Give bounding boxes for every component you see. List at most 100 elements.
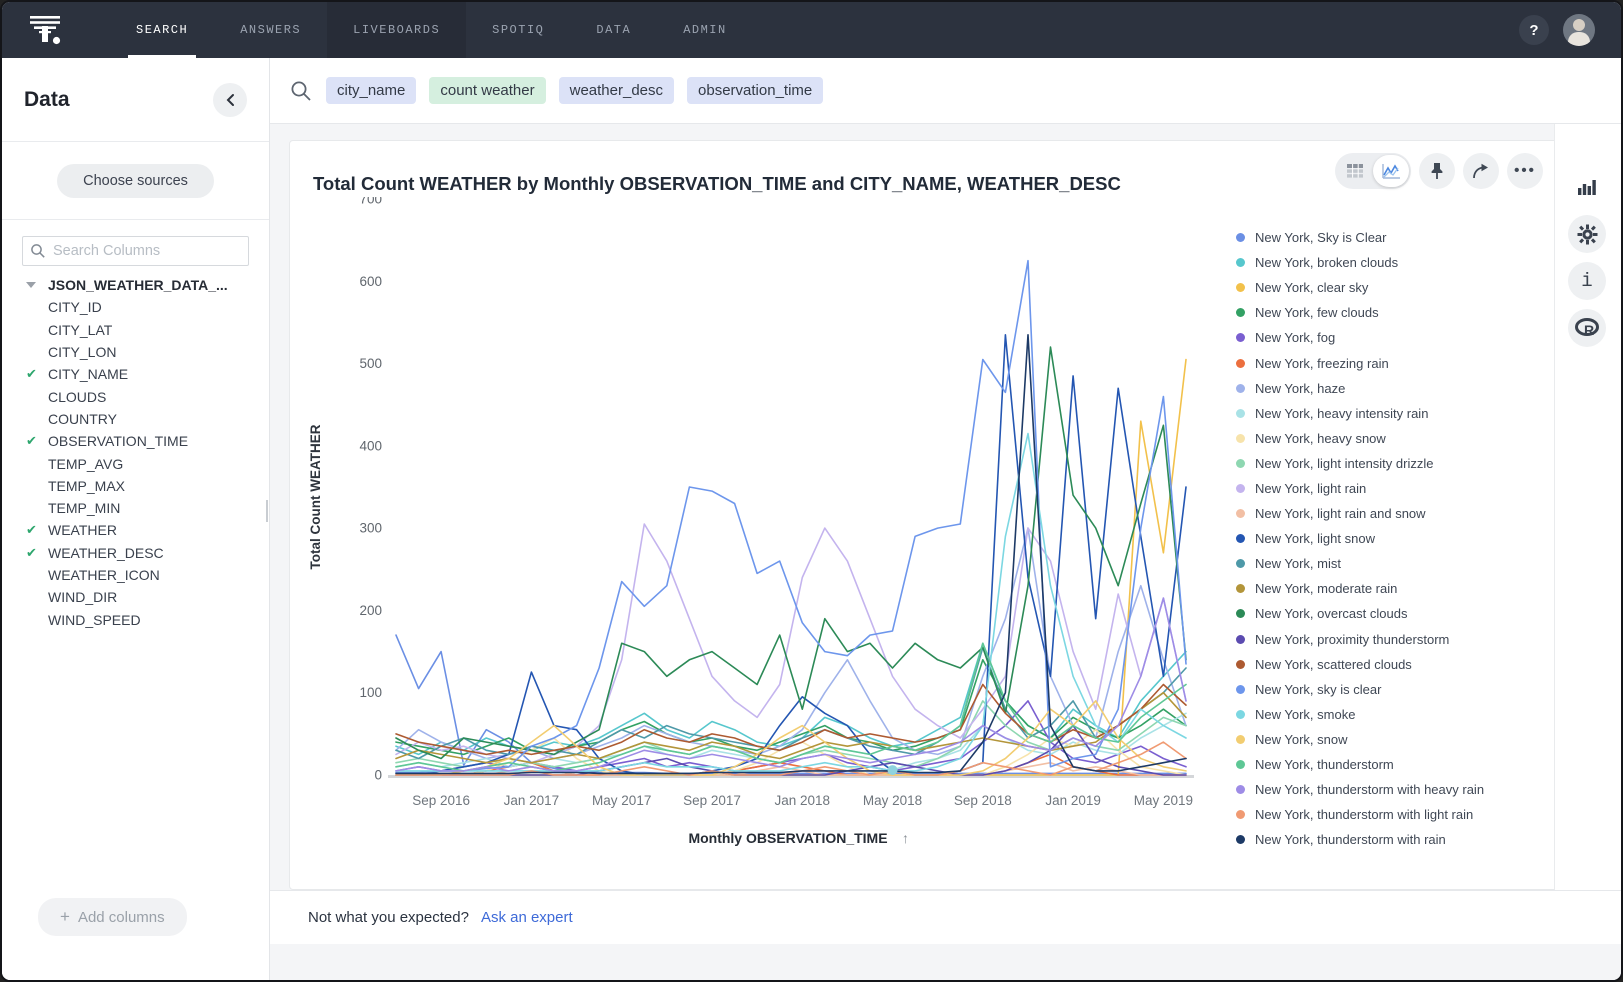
settings-gear-icon	[1577, 224, 1598, 245]
collapse-panel-button[interactable]	[213, 83, 247, 117]
nav-item-data[interactable]: DATA	[570, 2, 657, 58]
legend-item[interactable]: New York, overcast clouds	[1236, 601, 1546, 626]
legend-item[interactable]: New York, haze	[1236, 376, 1546, 401]
column-label: OBSERVATION_TIME	[48, 433, 188, 449]
legend-dot	[1236, 685, 1245, 694]
legend-label: New York, thunderstorm with heavy rain	[1255, 782, 1484, 797]
nav-item-admin[interactable]: ADMIN	[657, 2, 753, 58]
search-token-city_name[interactable]: city_name	[326, 77, 416, 104]
search-columns-input[interactable]	[22, 236, 249, 266]
legend-item[interactable]: New York, light intensity drizzle	[1236, 451, 1546, 476]
column-item-city_id[interactable]: CITY_ID	[26, 296, 269, 318]
info-icon: i	[1581, 270, 1592, 292]
legend-label: New York, heavy intensity rain	[1255, 406, 1428, 421]
answer-content: Total Count WEATHER by Monthly OBSERVATI…	[270, 124, 1621, 980]
column-item-weather_icon[interactable]: WEATHER_ICON	[26, 564, 269, 586]
legend-item[interactable]: New York, thunderstorm with light rain	[1236, 802, 1546, 827]
legend-item[interactable]: New York, scattered clouds	[1236, 652, 1546, 677]
legend-item[interactable]: New York, sky is clear	[1236, 677, 1546, 702]
column-item-clouds[interactable]: CLOUDS	[26, 385, 269, 407]
series-line[interactable]	[396, 524, 1186, 763]
sort-ascending-icon[interactable]: ↑	[902, 830, 909, 846]
pin-button[interactable]	[1419, 153, 1455, 189]
column-item-wind_dir[interactable]: WIND_DIR	[26, 586, 269, 608]
legend-item[interactable]: New York, fog	[1236, 325, 1546, 350]
legend-item[interactable]: New York, smoke	[1236, 702, 1546, 727]
checkmark-icon: ✔	[26, 522, 37, 538]
column-item-wind_speed[interactable]: WIND_SPEED	[26, 608, 269, 630]
y-axis-title: Total Count WEATHER	[308, 424, 323, 569]
settings-button[interactable]	[1568, 215, 1606, 253]
column-item-temp_avg[interactable]: TEMP_AVG	[26, 452, 269, 474]
column-item-city_name[interactable]: ✔CITY_NAME	[26, 363, 269, 385]
help-button[interactable]: ?	[1519, 15, 1549, 45]
pin-icon	[1429, 162, 1445, 180]
nav-item-spotiq[interactable]: SPOTIQ	[466, 2, 570, 58]
legend-label: New York, fog	[1255, 330, 1335, 345]
add-columns-button[interactable]: + Add columns	[38, 898, 187, 936]
user-avatar[interactable]	[1563, 14, 1595, 46]
legend-item[interactable]: New York, light snow	[1236, 526, 1546, 551]
chart-config-button[interactable]	[1568, 168, 1606, 206]
search-token-weather_desc[interactable]: weather_desc	[559, 77, 674, 104]
legend-label: New York, light snow	[1255, 531, 1375, 546]
column-label: WEATHER_DESC	[48, 545, 164, 561]
r-analysis-button[interactable]: R	[1568, 309, 1606, 347]
series-line[interactable]	[396, 261, 1186, 773]
more-options-button[interactable]: •••	[1507, 153, 1543, 189]
x-tick-label: Jan 2018	[774, 793, 830, 808]
legend-item[interactable]: New York, moderate rain	[1236, 576, 1546, 601]
column-item-json_weather_data_-[interactable]: JSON_WEATHER_DATA_...	[26, 274, 269, 296]
ask-expert-link[interactable]: Ask an expert	[481, 909, 573, 926]
legend-item[interactable]: New York, proximity thunderstorm	[1236, 627, 1546, 652]
legend-label: New York, moderate rain	[1255, 581, 1397, 596]
column-item-temp_min[interactable]: TEMP_MIN	[26, 497, 269, 519]
series-line[interactable]	[396, 347, 1186, 758]
search-token-observation_time[interactable]: observation_time	[687, 77, 823, 104]
nav-item-answers[interactable]: ANSWERS	[214, 2, 327, 58]
ellipsis-icon: •••	[1514, 166, 1536, 176]
legend-item[interactable]: New York, heavy snow	[1236, 426, 1546, 451]
column-label: CITY_LAT	[48, 322, 112, 338]
legend-item[interactable]: New York, mist	[1236, 551, 1546, 576]
caret-down-icon[interactable]	[26, 282, 36, 288]
column-item-country[interactable]: COUNTRY	[26, 408, 269, 430]
column-item-observation_time[interactable]: ✔OBSERVATION_TIME	[26, 430, 269, 452]
choose-sources-button[interactable]: Choose sources	[57, 164, 214, 198]
column-item-city_lon[interactable]: CITY_LON	[26, 341, 269, 363]
column-item-weather[interactable]: ✔WEATHER	[26, 519, 269, 541]
series-line[interactable]	[396, 528, 1186, 758]
search-token-count-weather[interactable]: count weather	[429, 77, 545, 104]
x-tick-label: Jan 2017	[504, 793, 560, 808]
chevron-left-icon	[225, 93, 235, 107]
thoughtspot-logo[interactable]	[28, 12, 88, 48]
legend-item[interactable]: New York, thunderstorm with heavy rain	[1236, 777, 1546, 802]
legend-item[interactable]: New York, few clouds	[1236, 300, 1546, 325]
chart-view-button[interactable]	[1373, 155, 1409, 187]
legend-item[interactable]: New York, Sky is Clear	[1236, 225, 1546, 250]
info-button[interactable]: i	[1568, 262, 1606, 300]
search-bar[interactable]: city_name count weather weather_desc observ…	[270, 58, 1621, 124]
legend-item[interactable]: New York, light rain and snow	[1236, 501, 1546, 526]
nav-item-liveboards[interactable]: LIVEBOARDS	[327, 2, 466, 58]
legend-item[interactable]: New York, broken clouds	[1236, 250, 1546, 275]
nav-item-search[interactable]: SEARCH	[110, 2, 214, 58]
legend-item[interactable]: New York, light rain	[1236, 476, 1546, 501]
legend-item[interactable]: New York, thunderstorm with rain	[1236, 827, 1546, 852]
x-tick-label: Sep 2016	[412, 793, 470, 808]
legend-item[interactable]: New York, heavy intensity rain	[1236, 401, 1546, 426]
series-line[interactable]	[396, 335, 1186, 775]
legend-item[interactable]: New York, thunderstorm	[1236, 752, 1546, 777]
legend-item[interactable]: New York, freezing rain	[1236, 350, 1546, 375]
series-line[interactable]	[396, 434, 1186, 771]
column-item-temp_max[interactable]: TEMP_MAX	[26, 475, 269, 497]
legend-item[interactable]: New York, clear sky	[1236, 275, 1546, 300]
column-item-city_lat[interactable]: CITY_LAT	[26, 319, 269, 341]
right-rail: i R	[1554, 124, 1621, 890]
legend-item[interactable]: New York, snow	[1236, 727, 1546, 752]
share-button[interactable]	[1463, 153, 1499, 189]
column-item-weather_desc[interactable]: ✔WEATHER_DESC	[26, 542, 269, 564]
legend-dot	[1236, 534, 1245, 543]
table-view-button[interactable]	[1337, 155, 1373, 187]
line-chart[interactable]: 0100200300400500600700Sep 2016Jan 2017Ma…	[296, 197, 1236, 853]
